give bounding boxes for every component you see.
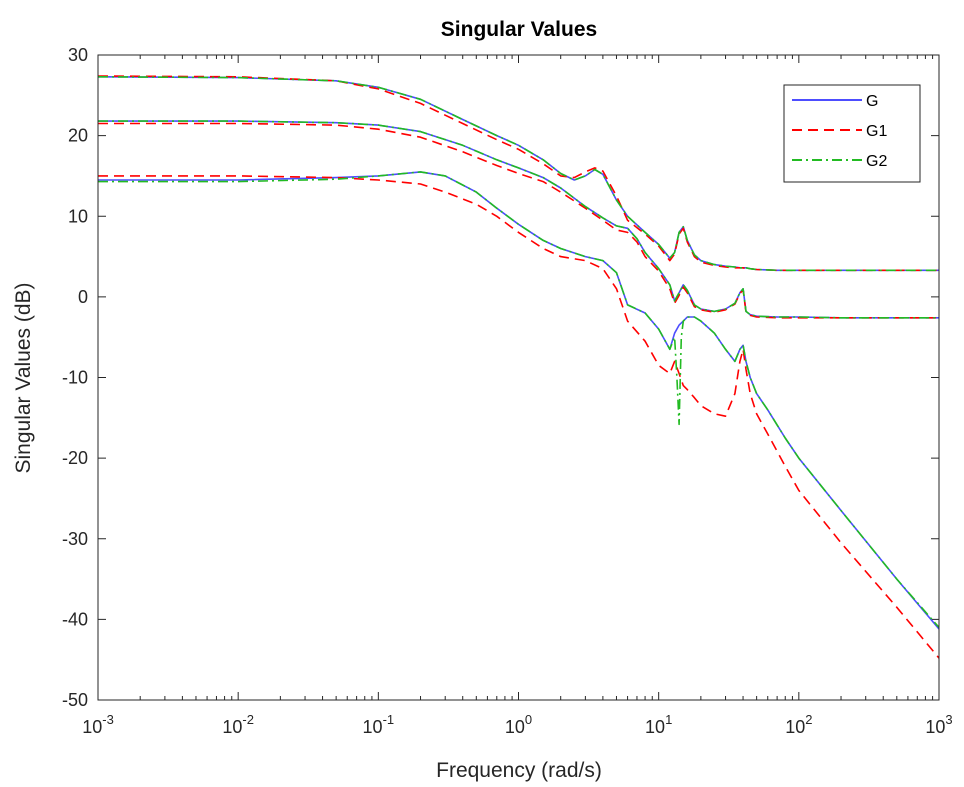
y-tick-label: -40 [62, 609, 88, 629]
x-tick-label: 10-2 [222, 712, 254, 737]
chart-title: Singular Values [441, 18, 597, 41]
series-G2-curve-1 [98, 76, 939, 272]
x-tick-label: 100 [505, 712, 532, 737]
x-tick-exponent: 3 [945, 712, 952, 727]
x-tick-base: 10 [785, 717, 805, 737]
y-tick-label: -20 [62, 448, 88, 468]
legend: G G1 G2 [783, 84, 921, 183]
x-tick-base: 10 [925, 717, 945, 737]
x-tick-exponent: -3 [102, 712, 114, 727]
series-G1-curve-1 [98, 75, 939, 272]
x-tick-labels: 10-3 10-2 10-1 100 101 102 103 [82, 712, 952, 737]
series-layer [98, 75, 939, 659]
x-tick-label: 103 [925, 712, 952, 737]
series-G1-curve-2 [98, 122, 939, 319]
x-tick-exponent: 2 [805, 712, 812, 727]
legend-entries: G G1 G2 [792, 93, 887, 170]
x-tick-base: 10 [363, 717, 383, 737]
x-tick-base: 10 [222, 717, 242, 737]
x-tick-label: 102 [785, 712, 812, 737]
y-tick-label: -50 [62, 690, 88, 710]
series-G2-curve-2 [98, 120, 939, 319]
y-tick-label: -30 [62, 529, 88, 549]
x-tick-exponent: 0 [525, 712, 532, 727]
x-tick-exponent: -2 [242, 712, 254, 727]
y-tick-label: 10 [68, 206, 88, 226]
series-G2-curve-3 [98, 171, 939, 628]
y-tick-label: 20 [68, 126, 88, 146]
x-tick-label: 10-1 [363, 712, 395, 737]
x-axis-label: Frequency (rad/s) [436, 759, 602, 782]
y-tick-labels: -50 -40 -30 -20 -10 0 10 20 30 [62, 45, 88, 710]
y-axis-label: Singular Values (dB) [12, 282, 35, 473]
axes-box [97, 54, 940, 701]
legend-label-G2: G2 [866, 153, 887, 170]
x-tick-exponent: -1 [383, 712, 395, 727]
x-tick-exponent: 1 [665, 712, 672, 727]
legend-box [783, 84, 921, 183]
y-tick-label: -10 [62, 368, 88, 388]
legend-label-G1: G1 [866, 123, 887, 140]
series-G2 [98, 76, 939, 628]
y-tick-label: 30 [68, 45, 88, 65]
x-tick-base: 10 [505, 717, 525, 737]
x-tick-label: 10-3 [82, 712, 114, 737]
legend-label-G: G [866, 93, 878, 110]
x-tick-label: 101 [645, 712, 672, 737]
y-tick-label: 0 [78, 287, 88, 307]
x-tick-base: 10 [82, 717, 102, 737]
x-tick-base: 10 [645, 717, 665, 737]
